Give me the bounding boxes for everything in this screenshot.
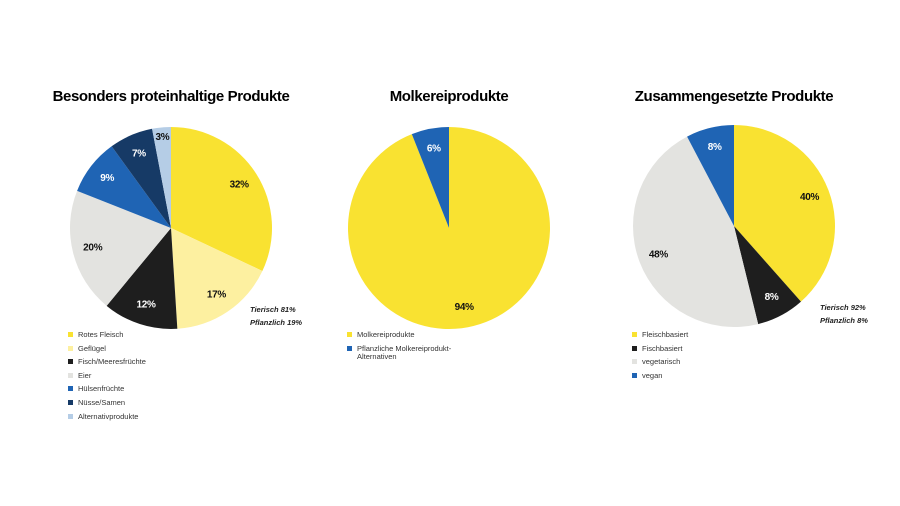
pie-slice [111,128,171,228]
value-label: 48% [649,249,669,260]
chart-title: Besonders proteinhaltige Produkte [53,88,290,105]
pie-slice [70,190,171,306]
legend-item: Nüsse/Samen [68,397,188,407]
legend: Rotes Fleisch Geflügel Fisch/Meeresfrüchte… [68,331,188,426]
legend-item: Molkereiprodukte [347,331,467,339]
pie-slice [734,226,801,325]
legend-item: Fleischbasiert [632,331,752,339]
legend-swatch [68,345,73,351]
legend-item: Alternativprodukte [68,411,188,421]
value-label: 6% [427,143,441,154]
annotation: Tierisch 92% [820,303,866,312]
legend-item: Hülsenfrüchte [68,385,188,393]
legend-label: Eier [78,370,92,380]
pie-slice [411,127,449,228]
legend-label: Nüsse/Samen [78,397,126,407]
value-label: 20% [83,243,103,254]
value-label: 8% [765,292,779,303]
legend-swatch [347,345,352,351]
legend-item: Geflügel [68,343,188,353]
legend-label: Fisch/Meeresfrüchte [78,357,146,367]
pie-slice [633,136,759,327]
legend-swatch [68,413,73,419]
pie-slice [106,228,178,329]
legend-item: vegan [632,370,752,380]
value-label: 7% [132,148,146,159]
legend-label: Molkereiprodukte [357,330,415,339]
legend-swatch [68,386,73,392]
legend-swatch [632,332,637,337]
pie-slice [152,127,171,228]
legend-label: Hülsenfrüchte [78,384,125,394]
annotation: Tierisch 81% [250,305,296,314]
pie-slice [734,125,835,302]
value-label: 40% [800,192,820,203]
legend-swatch [68,332,73,337]
legend-label: Pflanzliche Molkereiprodukt-Alternativen [357,343,452,361]
pie-slice [171,127,272,272]
legend-item: Eier [68,370,188,380]
legend-label: Alternativprodukte [78,411,139,421]
legend-item: Fischbasiert [632,343,752,353]
legend-swatch [347,332,352,337]
legend-swatch [68,372,73,378]
legend-label: Rotes Fleisch [78,330,124,339]
pie-slice [171,228,263,329]
legend-item: Pflanzliche Molkereiprodukt-Alternativen [347,343,467,361]
value-label: 17% [207,289,227,300]
chart-title: Molkereiprodukte [390,88,509,105]
legend-label: Fischbasiert [642,343,683,353]
legend-label: Fleischbasiert [642,330,689,339]
pie-slice [77,146,171,228]
legend-swatch [632,372,637,378]
value-label: 12% [136,299,156,310]
pie-slice [348,127,551,329]
value-label: 32% [230,179,250,190]
legend-swatch [68,359,73,365]
legend-swatch [68,399,73,405]
value-label: 8% [708,142,722,153]
annotation: Pflanzlich 19% [250,318,302,327]
legend-item: vegetarisch [632,358,752,366]
legend-label: vegetarisch [642,357,681,367]
pie-slice [687,125,734,226]
value-label: 94% [455,302,475,313]
legend: Fleischbasiert Fischbasiert vegetarisch veg… [632,331,752,385]
legend-item: Rotes Fleisch [68,331,188,339]
legend-item: Fisch/Meeresfrüchte [68,358,188,366]
legend-swatch [632,359,637,365]
legend: Molkereiprodukte Pflanzliche Molkereiprod… [347,331,467,366]
legend-label: Geflügel [78,343,106,353]
legend-label: vegan [642,370,663,380]
legend-swatch [632,345,637,351]
value-label: 9% [100,173,114,184]
annotation: Pflanzlich 8% [820,316,868,325]
value-label: 3% [156,132,170,143]
chart-title: Zusammengesetzte Produkte [635,88,833,105]
